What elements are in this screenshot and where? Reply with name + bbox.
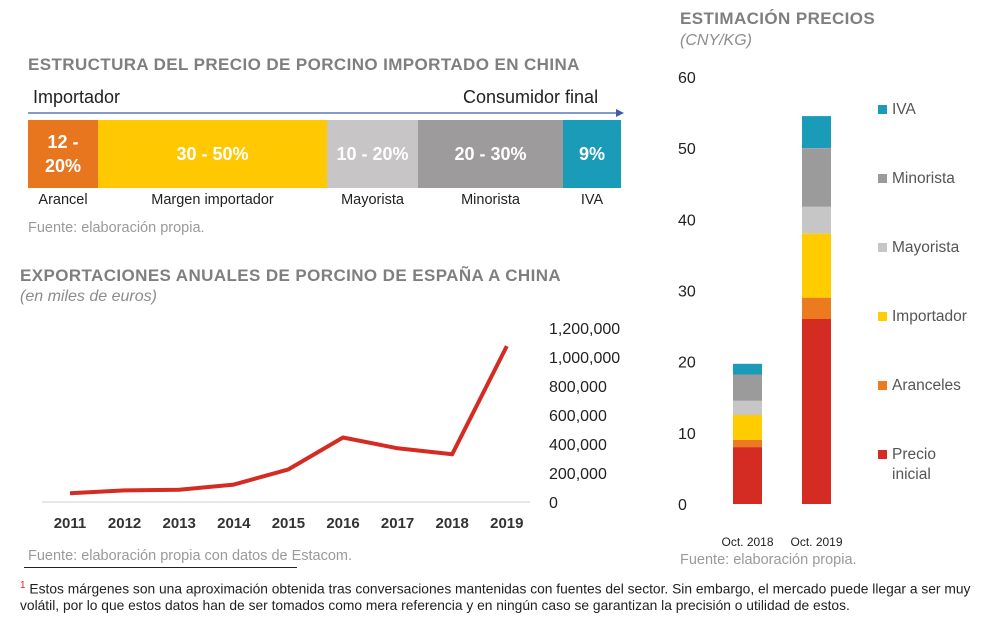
category-label: Oct. 2018 (721, 535, 773, 549)
prices-source: Fuente: elaboración propia. (680, 552, 857, 568)
x-tick-label: 2019 (490, 515, 523, 532)
y-tick-label: 400,000 (549, 437, 607, 454)
legend-label: Minorista (892, 170, 955, 187)
stack-segment-mayorista (802, 206, 831, 234)
legend-item: Minorista (878, 169, 972, 189)
x-tick-label: 2014 (217, 515, 251, 532)
x-tick-label: 2016 (326, 515, 359, 532)
structure-segment-3: 20 - 30% (418, 120, 563, 188)
y-tick-label: 30 (678, 284, 696, 301)
y-tick-label: 10 (678, 426, 696, 443)
legend-label: IVA (892, 101, 916, 118)
y-tick-label: 20 (678, 355, 696, 372)
stack-segment-aranceles (733, 439, 762, 447)
legend-swatch (878, 381, 887, 390)
footnote: 1 Estos márgenes son una aproximación ob… (20, 578, 1000, 614)
exports-title: EXPORTACIONES ANUALES DE PORCINO DE ESPA… (20, 266, 562, 285)
structure-segment-0: 12 - 20% (28, 120, 98, 188)
x-tick-label: 2011 (54, 515, 87, 532)
y-tick-label: 200,000 (549, 466, 607, 483)
prices-title: ESTIMACIÓN PRECIOS (680, 9, 876, 28)
legend-label: Mayorista (892, 239, 960, 256)
stack-segment-aranceles (802, 297, 831, 319)
structure-segment-label-1: Margen importador (151, 192, 274, 208)
y-tick-label: 600,000 (549, 408, 607, 425)
structure-segment-2: 10 - 20% (327, 120, 418, 188)
y-tick-label: 1,000,000 (549, 350, 620, 367)
y-tick-label: 60 (678, 70, 696, 87)
structure-segment-label-2: Mayorista (341, 192, 404, 208)
legend-swatch (878, 174, 887, 183)
legend-item: Importador (878, 307, 972, 327)
y-tick-label: 40 (678, 212, 696, 229)
stack-segment-iva (733, 363, 762, 375)
legend-label: Precio inicial (892, 446, 936, 483)
stack-segment-minorista (802, 148, 831, 207)
x-tick-label: 2012 (108, 515, 141, 532)
legend-label: Importador (892, 308, 967, 325)
arrow-start-label: Importador (33, 87, 121, 107)
legend-item: Aranceles (878, 376, 972, 396)
y-tick-label: 0 (678, 497, 687, 514)
structure-segment-4: 9% (563, 120, 621, 188)
price-estimate-legend: IVA Minorista Mayorista Importador Aranceles… (878, 100, 998, 500)
prices-subtitle: (CNY/KG) (680, 32, 752, 49)
arrow-end-label: Consumidor final (463, 87, 599, 107)
y-tick-label: 1,200,000 (549, 321, 620, 338)
x-tick-label: 2013 (163, 515, 196, 532)
x-tick-label: 2017 (381, 515, 414, 532)
exports-source: Fuente: elaboración propia con datos de … (28, 548, 353, 564)
x-tick-label: 2015 (272, 515, 305, 532)
stack-segment-importador (733, 415, 762, 440)
exports-subtitle: (en miles de euros) (20, 288, 157, 305)
stack-segment-iva (802, 116, 831, 149)
footnote-marker: 1 (20, 580, 26, 591)
stack-segment-precio-inicial (802, 319, 831, 504)
y-tick-label: 50 (678, 141, 696, 158)
stack-segment-importador (802, 233, 831, 298)
structure-segment-label-3: Minorista (461, 192, 520, 208)
legend-swatch (878, 243, 887, 252)
structure-segment-1: 30 - 50% (98, 120, 327, 188)
legend-label: Aranceles (892, 377, 961, 394)
legend-swatch (878, 450, 887, 459)
price-estimate-chart: 0 10 20 30 40 50 60 Oct. 2018 Oct. 2019 (678, 70, 843, 549)
stack-segment-mayorista (733, 400, 762, 415)
structure-segment-label-0: Arancel (38, 192, 88, 208)
legend-swatch (878, 105, 887, 114)
structure-title: ESTRUCTURA DEL PRECIO DE PORCINO IMPORTA… (28, 55, 580, 74)
legend-item: Precio inicial (878, 445, 972, 485)
exports-line-chart: 0 200,000 400,000 600,000 800,000 1,000,000 1,… (42, 321, 620, 532)
legend-item: Mayorista (878, 238, 972, 258)
y-tick-label: 0 (549, 495, 558, 512)
price-structure-bar: 12 - 20% Arancel 30 - 50% Margen importador… (28, 120, 621, 220)
structure-source: Fuente: elaboración propia. (28, 220, 205, 236)
legend-item: IVA (878, 100, 972, 120)
x-tick-label: 2018 (436, 515, 469, 532)
footnote-text: Estos márgenes son una aproximación obte… (20, 581, 971, 613)
divider-line (24, 567, 297, 568)
category-label: Oct. 2019 (790, 535, 842, 549)
stack-segment-minorista (733, 374, 762, 401)
stack-segment-precio-inicial (733, 447, 762, 504)
legend-swatch (878, 312, 887, 321)
exports-series-line (69, 345, 509, 496)
flow-arrow (28, 109, 624, 117)
y-tick-label: 800,000 (549, 379, 607, 396)
structure-segment-label-4: IVA (580, 192, 604, 208)
